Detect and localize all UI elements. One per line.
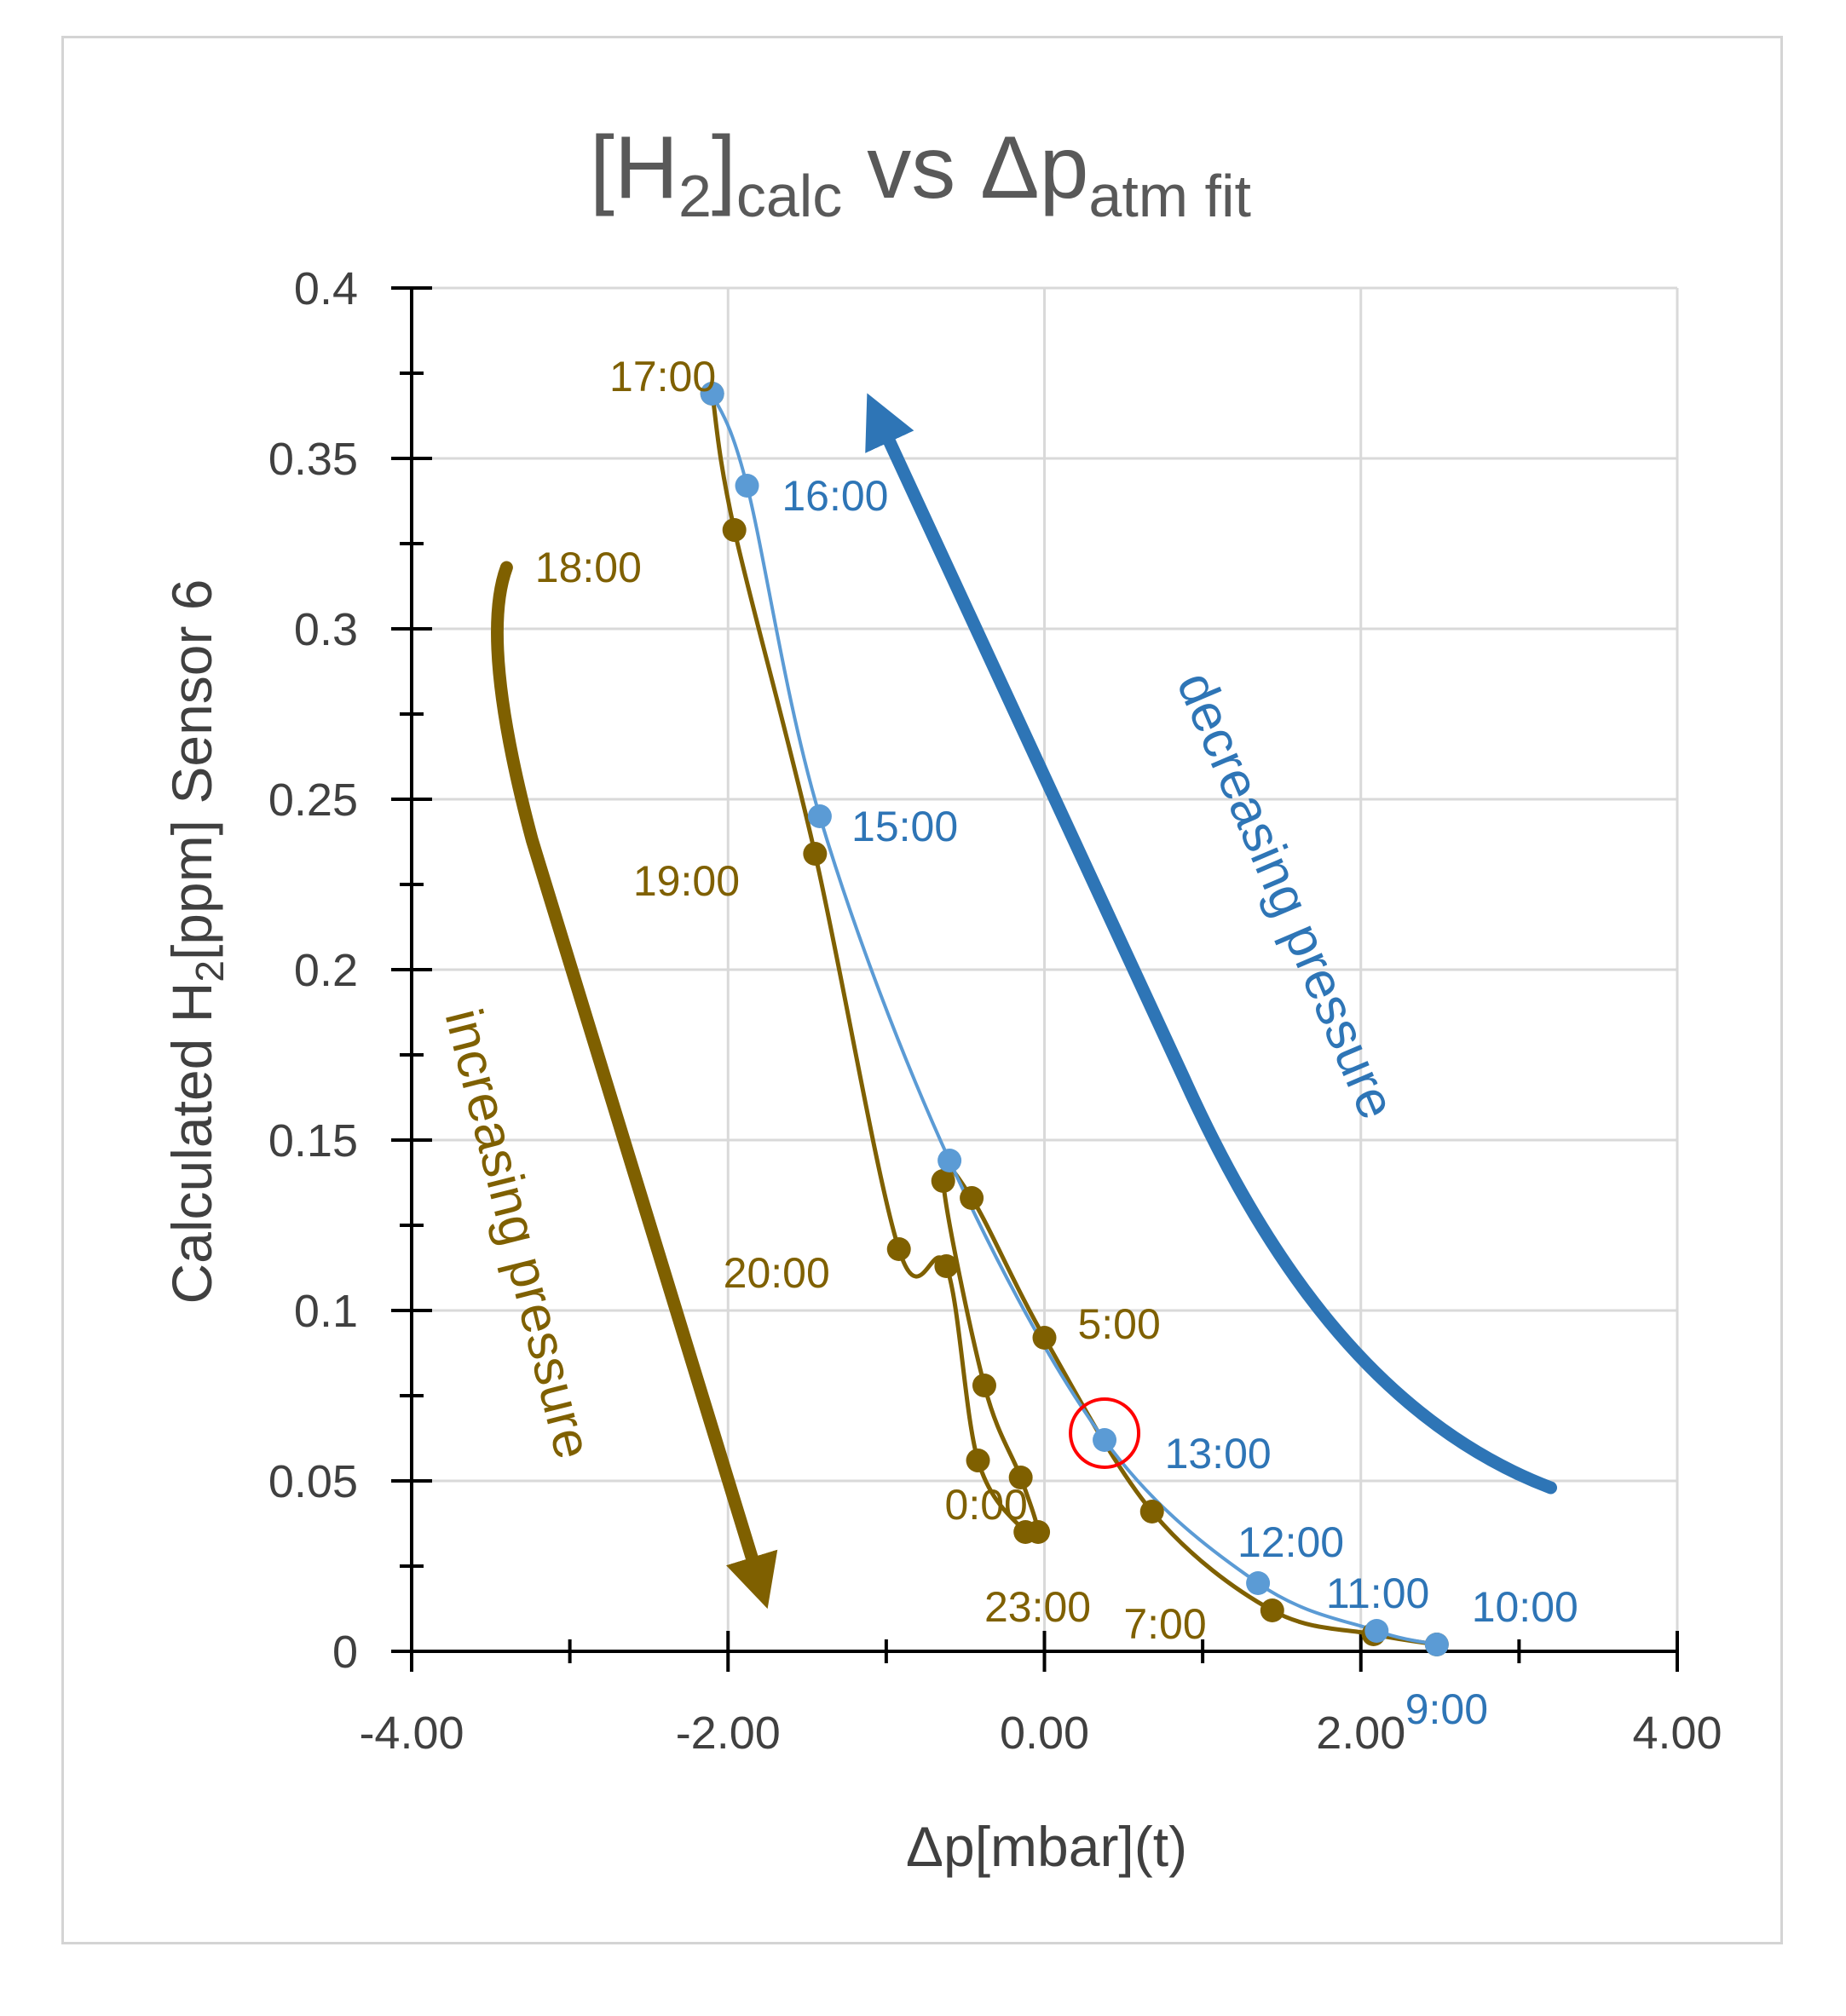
blue-point bbox=[1364, 1619, 1389, 1643]
x-tick-label: 0.00 bbox=[1000, 1708, 1089, 1759]
title-fit-sub: atm fit bbox=[1088, 163, 1251, 229]
time-label: 5:00 bbox=[1077, 1300, 1160, 1348]
highlight-circle bbox=[1069, 1397, 1141, 1469]
time-label: 9:00 bbox=[1405, 1685, 1488, 1733]
blue-point bbox=[735, 474, 759, 498]
brown-point bbox=[722, 518, 747, 542]
x-tick-label: 4.00 bbox=[1632, 1708, 1722, 1759]
series bbox=[700, 382, 1449, 1656]
blue-point bbox=[1246, 1571, 1271, 1595]
y-tick-label: 0.25 bbox=[268, 775, 358, 826]
brown-point bbox=[972, 1374, 996, 1397]
tick-labels: 0 0.05 0.1 0.15 0.2 0.25 0.3 0.35 0.4 -4.00 -2.00 0… bbox=[268, 263, 1722, 1759]
brown-point bbox=[1026, 1520, 1051, 1544]
brown-point bbox=[1008, 1466, 1033, 1489]
blue-point bbox=[700, 382, 724, 406]
time-label: 23:00 bbox=[984, 1583, 1091, 1631]
brown-point bbox=[934, 1254, 959, 1278]
increasing-pressure-label: increasing pressure bbox=[434, 1003, 603, 1465]
time-label: 18:00 bbox=[535, 544, 642, 591]
title-main-close: ] bbox=[712, 118, 736, 217]
increasing-pressure-arrow bbox=[491, 561, 778, 1610]
time-label: 16:00 bbox=[782, 472, 888, 520]
decreasing-pressure-arrow bbox=[865, 393, 1557, 1495]
y-tick-label: 0 bbox=[332, 1627, 358, 1678]
time-label: 15:00 bbox=[851, 803, 958, 850]
brown-point bbox=[966, 1449, 990, 1472]
brown-point bbox=[931, 1169, 955, 1193]
time-label: 0:00 bbox=[945, 1481, 1028, 1529]
brown-point bbox=[803, 842, 828, 866]
time-label: 10:00 bbox=[1472, 1583, 1578, 1631]
y-tick-label: 0.05 bbox=[268, 1456, 358, 1507]
brown-point bbox=[886, 1237, 911, 1261]
x-axis-title: Δp[mbar](t) bbox=[906, 1815, 1187, 1878]
y-axis-title-suffix: [ppm] Sensor 6 bbox=[160, 579, 223, 960]
title-calc-sub: calc bbox=[736, 163, 842, 229]
blue-point bbox=[807, 804, 832, 828]
blue-point bbox=[1424, 1633, 1449, 1656]
y-tick-label: 0.15 bbox=[268, 1115, 358, 1166]
time-label: 7:00 bbox=[1123, 1600, 1206, 1648]
y-tick-label: 0.4 bbox=[294, 263, 358, 314]
x-tick-label: -4.00 bbox=[359, 1708, 464, 1759]
chart-frame bbox=[61, 36, 1783, 1944]
y-tick-label: 0.3 bbox=[294, 604, 358, 655]
time-label: 20:00 bbox=[724, 1249, 830, 1297]
brown-point bbox=[1260, 1598, 1284, 1622]
title-vs: vs bbox=[842, 118, 980, 217]
time-labels: 17:00 16:00 18:00 15:00 19:00 20:00 5:00 13:00 0… bbox=[535, 353, 1578, 1733]
brown-point bbox=[960, 1186, 984, 1210]
x-tick-label: -2.00 bbox=[676, 1708, 781, 1759]
time-label: 11:00 bbox=[1326, 1570, 1429, 1617]
brown-point bbox=[1139, 1500, 1164, 1524]
x-tick-label: 2.00 bbox=[1316, 1708, 1405, 1759]
y-axis-title: Calculated H2[ppm] Sensor 6 bbox=[160, 579, 232, 1304]
time-label: 13:00 bbox=[1165, 1430, 1272, 1477]
title-main-open: [H bbox=[590, 118, 678, 217]
blue-point bbox=[1093, 1428, 1117, 1452]
y-axis-title-prefix: Calculated H bbox=[160, 982, 223, 1305]
time-label: 12:00 bbox=[1237, 1518, 1344, 1566]
title-delta-p: Δp bbox=[980, 118, 1088, 217]
time-label: 17:00 bbox=[609, 353, 716, 400]
y-axis-title-sub: 2 bbox=[187, 960, 232, 982]
y-tick-label: 0.1 bbox=[294, 1286, 358, 1337]
time-label: 19:00 bbox=[633, 857, 740, 905]
y-tick-label: 0.35 bbox=[268, 434, 358, 485]
decreasing-pressure-label: decreasing pressure bbox=[1165, 664, 1406, 1127]
blue-point bbox=[937, 1149, 962, 1172]
title-main-sub: 2 bbox=[678, 163, 712, 229]
axes bbox=[391, 286, 1679, 1672]
chart-title: [H2]calc vs Δpatm fit bbox=[590, 118, 1251, 229]
brown-point bbox=[1032, 1326, 1057, 1350]
y-tick-label: 0.2 bbox=[294, 945, 358, 996]
